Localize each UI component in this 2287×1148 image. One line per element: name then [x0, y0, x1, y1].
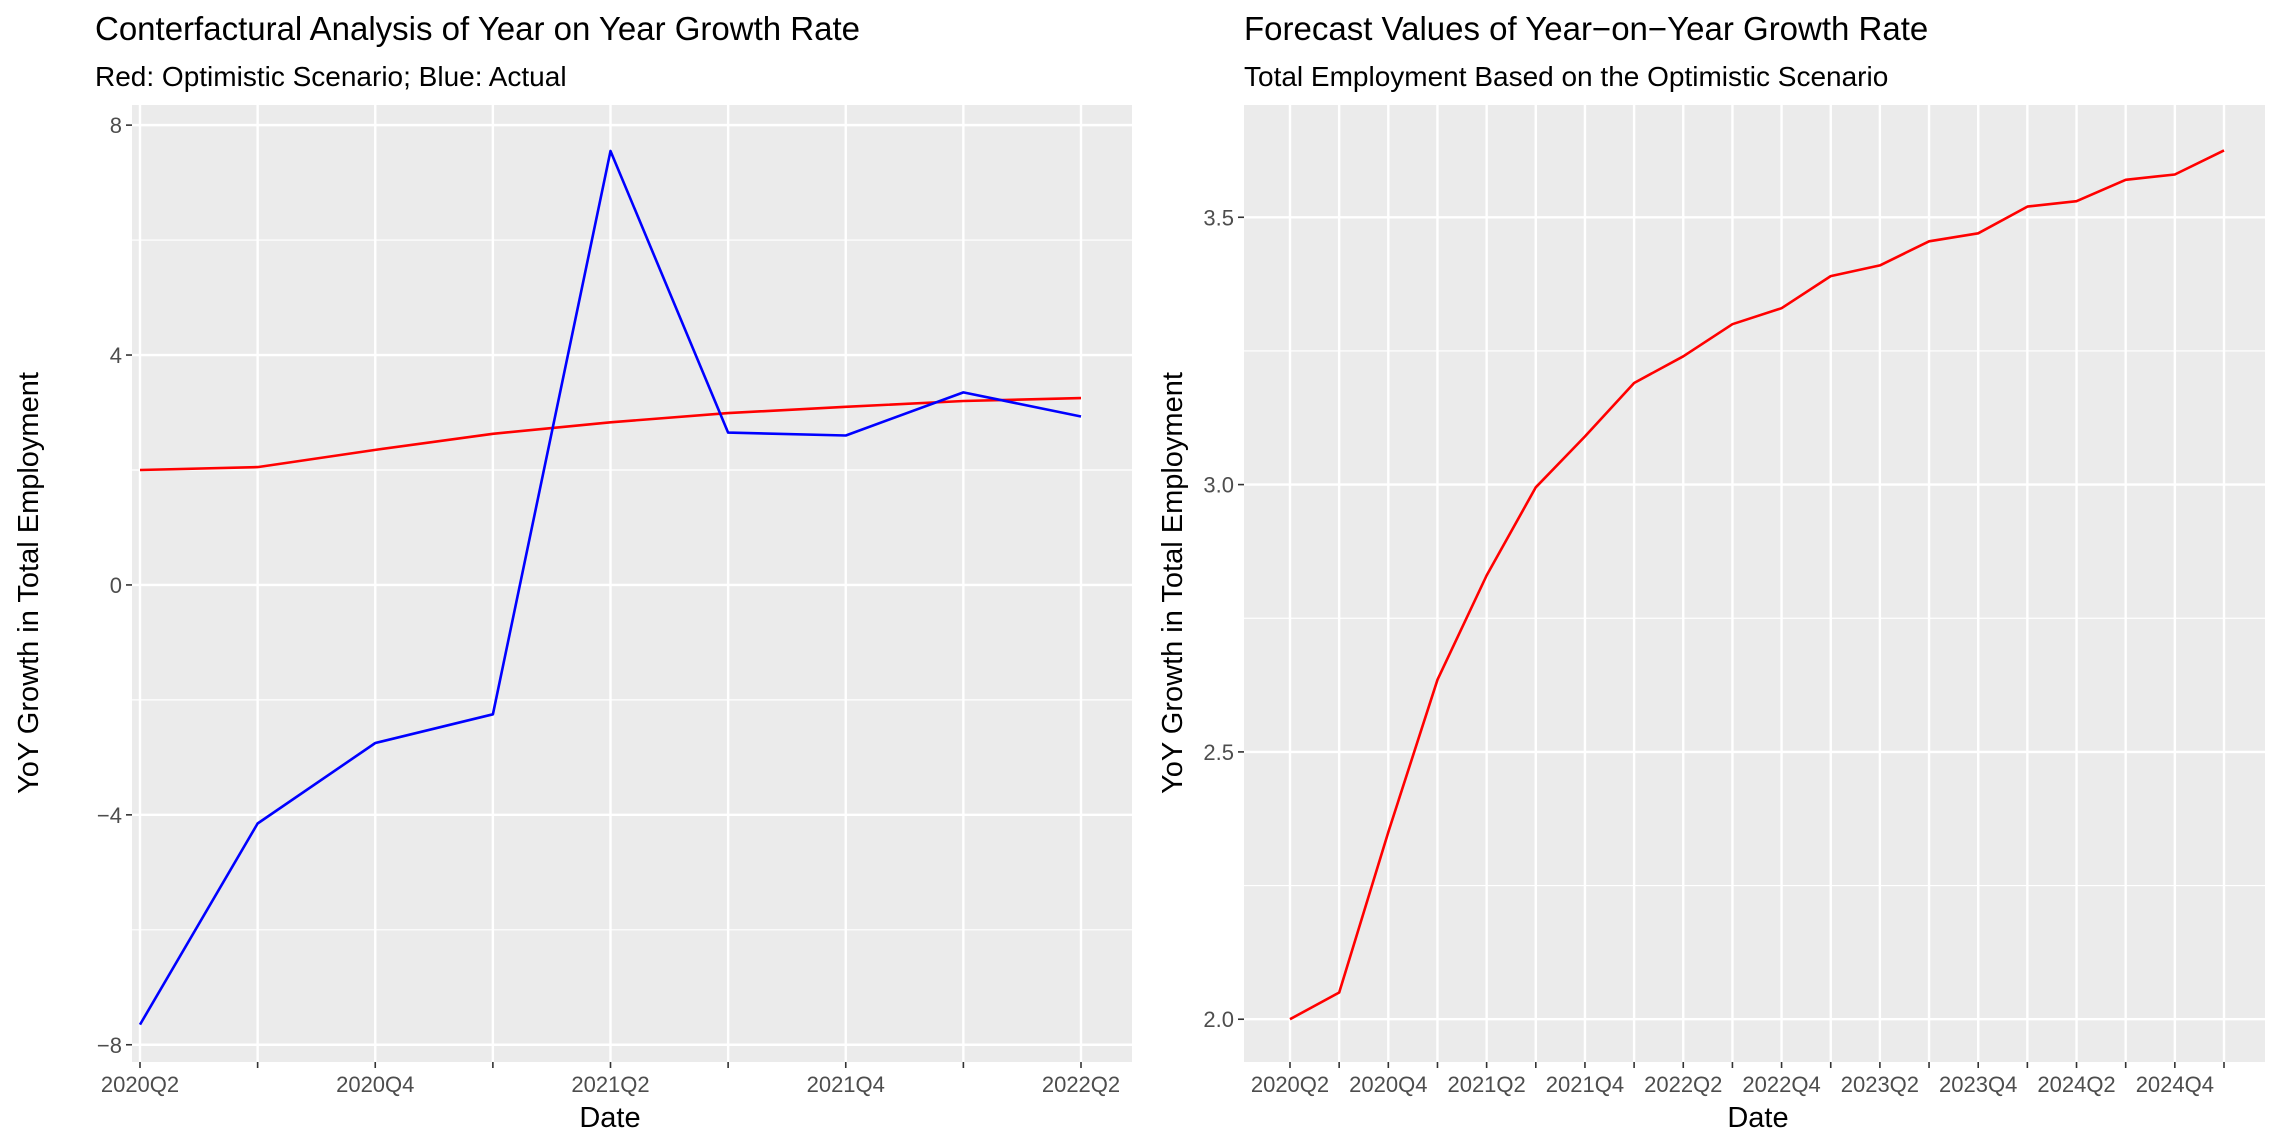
- x-tick-label: 2020Q2: [101, 1072, 179, 1097]
- x-tick-label: 2024Q4: [2136, 1072, 2214, 1097]
- x-tick-label: 2022Q2: [1644, 1072, 1722, 1097]
- series-lines: [1289, 149, 2225, 1021]
- x-tick-label: 2022Q2: [1042, 1072, 1120, 1097]
- axis-ticks: −8 −4 0 4 8 2020Q2 2020Q4 2021Q2 2021Q4 2022Q2: [97, 113, 1120, 1097]
- y-axis-title: YoY Growth in Total Employment: [13, 372, 45, 794]
- chart-subtitle: Red: Optimistic Scenario; Blue: Actual: [95, 61, 567, 92]
- plot-panel: [132, 105, 1132, 1062]
- plot-panel: [1244, 105, 2265, 1062]
- x-tick-label: 2021Q4: [1546, 1072, 1624, 1097]
- x-tick-label: 2020Q4: [1349, 1072, 1427, 1097]
- y-axis-title: YoY Growth in Total Employment: [1157, 372, 1189, 794]
- x-tick-label: 2020Q2: [1251, 1072, 1329, 1097]
- y-tick-label: 8: [110, 113, 122, 138]
- chart-title: Conterfactural Analysis of Year on Year …: [95, 10, 860, 47]
- y-tick-label: −8: [97, 1033, 122, 1058]
- axis-ticks: 2.0 2.5 3.0 3.5 2020Q2 2020Q4 2021Q2 2021Q4 2022…: [1203, 205, 2225, 1097]
- y-tick-label: 2.5: [1203, 740, 1234, 765]
- y-tick-label: 3.5: [1203, 205, 1234, 230]
- chart-subtitle: Total Employment Based on the Optimistic…: [1244, 61, 1888, 92]
- series-line-0: [1289, 149, 2225, 1021]
- series-lines: [138, 149, 1082, 1026]
- right-chart: Forecast Values of Year−on−Year Growth R…: [1157, 10, 2265, 1134]
- x-tick-label: 2024Q2: [2037, 1072, 2115, 1097]
- chart-title: Forecast Values of Year−on−Year Growth R…: [1244, 10, 1928, 47]
- y-tick-label: 4: [110, 343, 122, 368]
- grid-lines: [132, 105, 1132, 1062]
- x-tick-label: 2021Q2: [1447, 1072, 1525, 1097]
- x-tick-label: 2023Q2: [1841, 1072, 1919, 1097]
- y-tick-label: 0: [110, 573, 122, 598]
- x-tick-label: 2023Q4: [1939, 1072, 2017, 1097]
- y-tick-label: 2.0: [1203, 1007, 1234, 1032]
- x-axis-title: Date: [1727, 1102, 1788, 1134]
- x-tick-label: 2022Q4: [1742, 1072, 1820, 1097]
- series-line-1: [138, 149, 1082, 1026]
- y-tick-label: −4: [97, 803, 122, 828]
- x-tick-label: 2020Q4: [336, 1072, 414, 1097]
- x-axis-title: Date: [579, 1102, 640, 1134]
- x-tick-label: 2021Q4: [807, 1072, 885, 1097]
- x-tick-label: 2021Q2: [571, 1072, 649, 1097]
- y-tick-label: 3.0: [1203, 473, 1234, 498]
- left-chart: Conterfactural Analysis of Year on Year …: [13, 10, 1132, 1134]
- series-line-0: [139, 396, 1082, 472]
